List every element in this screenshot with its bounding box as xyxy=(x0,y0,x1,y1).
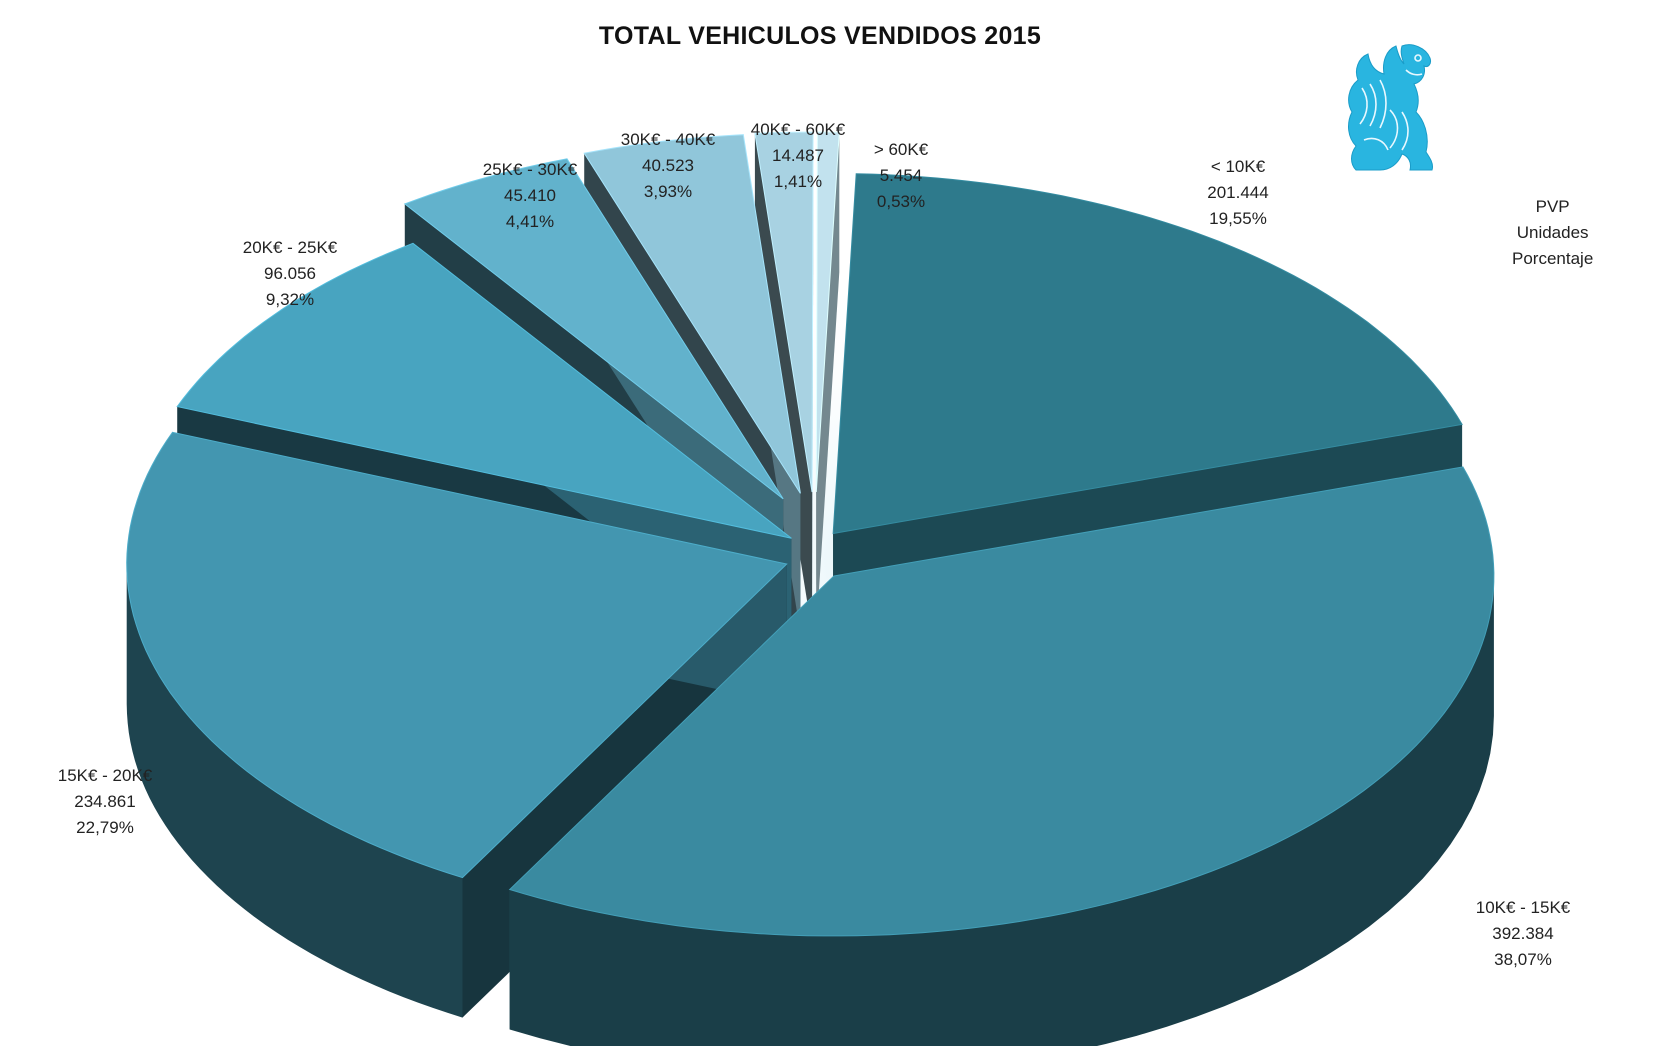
slice-range: 40K€ - 60K€ xyxy=(750,120,846,139)
slice-range: 20K€ - 25K€ xyxy=(242,238,338,257)
slice-top-face xyxy=(403,158,784,500)
slice-top-face xyxy=(815,131,840,493)
slice-label-20k-25k: 20K€ - 25K€ 96.056 9,32% xyxy=(220,235,360,313)
slice-top-face xyxy=(176,242,792,539)
slice-range: 10K€ - 15K€ xyxy=(1475,898,1571,917)
slice-top-face xyxy=(583,134,801,494)
slice-units: 392.384 xyxy=(1492,924,1554,943)
slice-label-40k-60k: 40K€ - 60K€ 14.487 1,41% xyxy=(728,117,868,195)
slice-percent: 38,07% xyxy=(1494,950,1552,969)
slice-label-25k-30k: 25K€ - 30K€ 45.410 4,41% xyxy=(460,157,600,235)
slice-label-10k-15k: 10K€ - 15K€ 392.384 38,07% xyxy=(1448,895,1598,973)
slice-range: < 10K€ xyxy=(1210,157,1266,176)
slice-top-face xyxy=(832,173,1463,535)
pie-slice xyxy=(508,466,1495,1046)
slice-top-face xyxy=(508,466,1495,937)
slice-percent: 19,55% xyxy=(1209,209,1267,228)
slice-percent: 9,32% xyxy=(265,290,315,309)
legend-item-pvp: PVP xyxy=(1535,197,1570,216)
slice-units: 201.444 xyxy=(1207,183,1269,202)
slice-percent: 0,53% xyxy=(876,192,926,211)
slice-top-face xyxy=(126,431,788,879)
pie-slice xyxy=(815,131,840,633)
slice-percent: 4,41% xyxy=(505,212,555,231)
slice-top-face xyxy=(754,131,814,493)
slice-percent: 22,79% xyxy=(76,818,134,837)
slice-label-lt10k: < 10K€ 201.444 19,55% xyxy=(1168,154,1308,232)
slice-label-gt60k: > 60K€ 5.454 0,53% xyxy=(846,137,956,215)
slice-range: > 60K€ xyxy=(873,140,929,159)
chart-title: TOTAL VEHICULOS VENDIDOS 2015 xyxy=(598,22,1042,50)
slice-outer-wall xyxy=(126,564,463,1018)
slice-range: 15K€ - 20K€ xyxy=(57,766,153,785)
slice-range: 25K€ - 30K€ xyxy=(482,160,578,179)
slice-units: 5.454 xyxy=(879,166,923,185)
slice-outer-wall xyxy=(509,576,1494,1046)
griffin-logo-icon xyxy=(1348,44,1433,171)
slice-units: 96.056 xyxy=(264,264,316,283)
slice-label-15k-20k: 15K€ - 20K€ 234.861 22,79% xyxy=(30,763,180,841)
legend-item-porcentaje: Porcentaje xyxy=(1512,249,1594,268)
slice-units: 14.487 xyxy=(772,146,824,165)
slice-side-face xyxy=(816,132,840,633)
slice-percent: 1,41% xyxy=(773,172,823,191)
slice-percent: 3,93% xyxy=(643,182,693,201)
slice-units: 45.410 xyxy=(504,186,556,205)
slice-range: 30K€ - 40K€ xyxy=(620,130,716,149)
slice-units: 234.861 xyxy=(74,792,136,811)
slice-label-30k-40k: 30K€ - 40K€ 40.523 3,93% xyxy=(598,127,738,205)
legend-item-unidades: Unidades xyxy=(1516,223,1589,242)
slice-units: 40.523 xyxy=(642,156,694,175)
legend: PVP Unidades Porcentaje xyxy=(1512,194,1593,272)
